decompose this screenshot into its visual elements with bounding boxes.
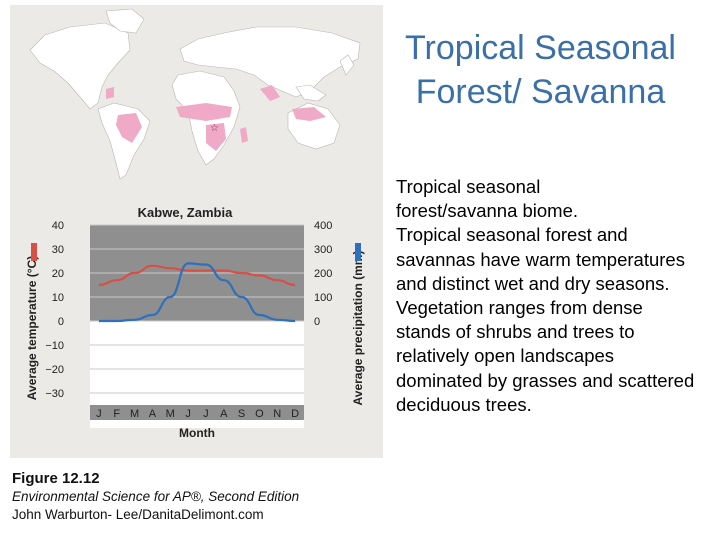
left-tick-label: 20 [52, 268, 64, 280]
title-line-2: Forest/ Savanna [415, 73, 666, 111]
right-tick-label: 300 [314, 244, 332, 256]
landmasses [29, 8, 361, 180]
slide-title: Tropical Seasonal Forest/ Savanna [388, 26, 693, 114]
description-lead-1: Tropical seasonal [396, 176, 541, 197]
x-tick-label: N [273, 408, 281, 420]
x-tick-label: M [166, 408, 175, 420]
biome-description: Tropical seasonal forest/savanna biome. … [396, 175, 696, 417]
title-line-1: Tropical Seasonal [405, 29, 676, 67]
right-tick-label: 0 [314, 316, 320, 328]
x-tick-label: M [130, 408, 139, 420]
left-tick-label: −10 [45, 340, 64, 352]
x-tick-label: O [255, 408, 264, 420]
temperature-series-line [98, 264, 296, 287]
right-tick-label: 100 [314, 292, 332, 304]
left-tick-label: 10 [52, 292, 64, 304]
left-tick-label: −20 [45, 364, 64, 376]
precipitation-key-line [355, 243, 361, 261]
precipitation-series-line [98, 262, 296, 323]
temperature-key-line [31, 243, 37, 261]
right-tick-label: 200 [314, 268, 332, 280]
world-biome-map: ☆ [10, 5, 383, 195]
left-tick-label: 30 [52, 244, 64, 256]
photo-credit: John Warburton- Lee/DanitaDelimont.com [12, 507, 264, 522]
month-strip [90, 405, 304, 420]
left-tick-label: −30 [45, 388, 64, 400]
figure-caption: Figure 12.12 Environmental Science for A… [12, 470, 382, 524]
svg-text:☆: ☆ [210, 123, 219, 134]
description-lead-2: forest/savanna biome. [396, 200, 579, 222]
figure-source: Environmental Science for AP®, Second Ed… [12, 489, 300, 504]
right-tick-label: 400 [314, 220, 332, 232]
left-axis-label: Average temperature (°C) [25, 256, 39, 400]
left-tick-label: 40 [52, 220, 64, 232]
right-axis-label: Average precipitation (mm) [351, 251, 365, 406]
x-tick-label: A [220, 408, 228, 420]
x-tick-label: J [203, 408, 209, 420]
left-tick-label: 0 [58, 316, 64, 328]
figure-number: Figure 12.12 [12, 470, 100, 487]
chart-title: Kabwe, Zambia [138, 205, 233, 220]
x-axis-label: Month [179, 426, 215, 440]
x-tick-label: J [185, 408, 191, 420]
x-tick-label: J [96, 408, 102, 420]
x-tick-label: D [291, 408, 299, 420]
x-tick-label: F [113, 408, 120, 420]
x-tick-label: A [149, 408, 157, 420]
description-body: Tropical seasonal forest and savannas ha… [396, 224, 695, 415]
biome-regions [106, 85, 326, 151]
x-tick-label: S [238, 408, 245, 420]
